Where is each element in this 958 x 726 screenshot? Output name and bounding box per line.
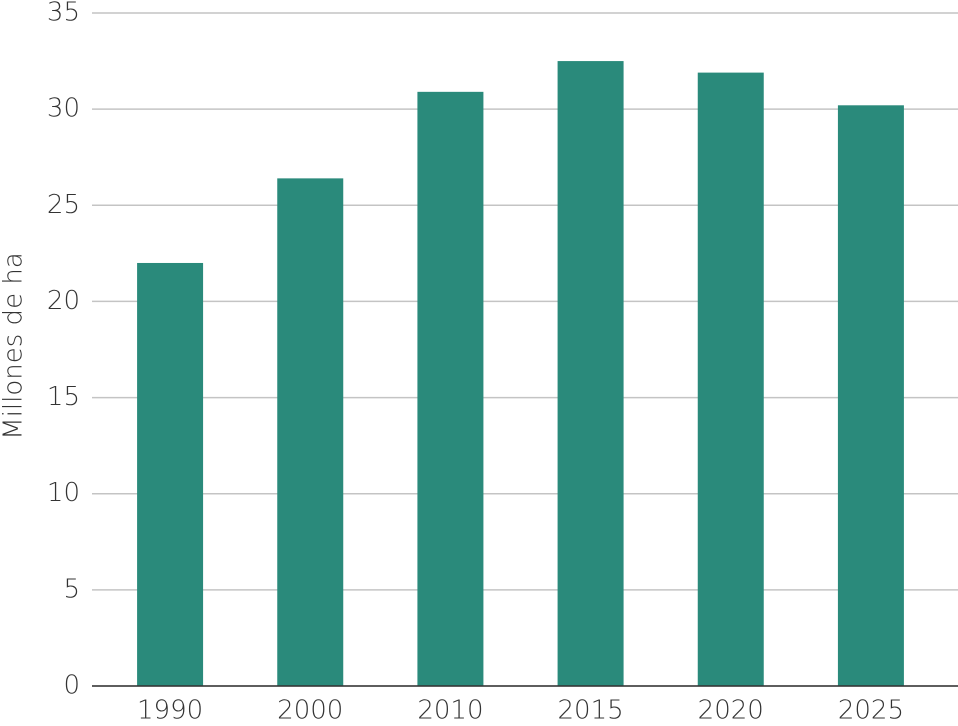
y-tick-label: 15 (47, 382, 80, 412)
bar (277, 178, 344, 686)
y-tick-label: 30 (47, 94, 80, 124)
y-tick-label: 35 (47, 0, 80, 28)
x-tick-label: 1990 (137, 696, 203, 723)
bar (137, 262, 204, 686)
x-tick-label: 2020 (698, 696, 764, 723)
bar (697, 72, 764, 686)
y-tick-label: 0 (63, 671, 80, 701)
y-tick-label: 5 (63, 574, 80, 604)
y-tick-label: 20 (47, 286, 80, 316)
y-axis-label: Millones de ha (0, 252, 29, 439)
bar (557, 61, 624, 687)
bar (417, 91, 484, 686)
x-tick-label: 2000 (277, 696, 343, 723)
x-tick-label: 2015 (557, 696, 623, 723)
y-tick-label: 25 (47, 190, 80, 220)
x-tick-label: 2025 (838, 696, 904, 723)
x-tick-label: 2010 (417, 696, 483, 723)
bar (837, 105, 904, 687)
y-tick-label: 10 (47, 478, 80, 508)
